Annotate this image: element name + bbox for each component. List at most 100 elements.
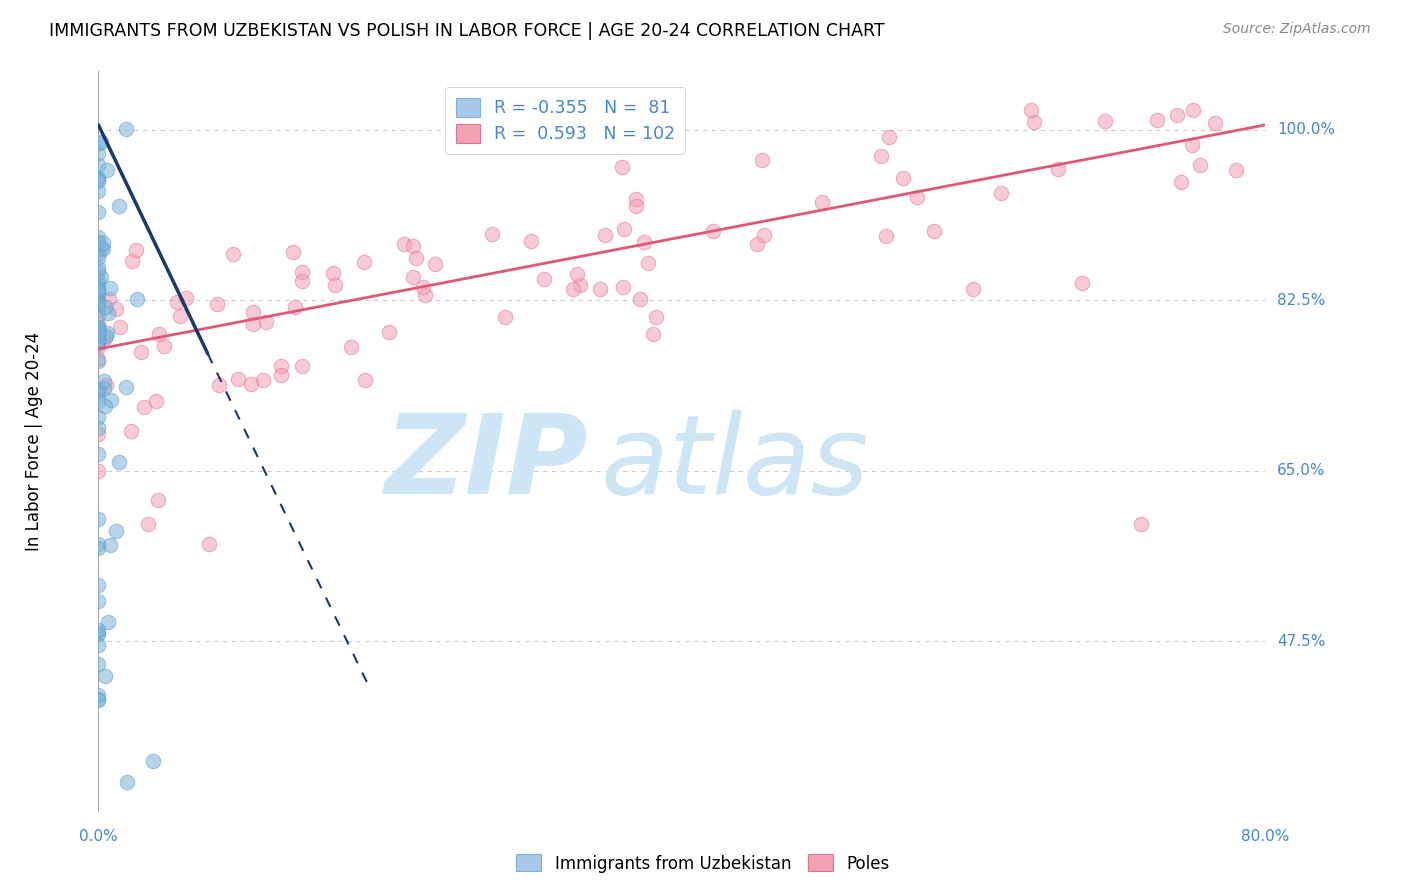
Point: [104, 524, 127, 538]
Point: [1188, 158, 1211, 172]
Point: [98, 281, 121, 295]
Point: [87, 541, 110, 555]
Point: [254, 315, 277, 329]
Point: [87, 261, 110, 276]
Point: [270, 359, 292, 373]
Point: [94, 300, 117, 314]
Point: [96, 326, 118, 340]
Point: [87, 309, 110, 323]
Point: [87, 319, 110, 334]
Point: [270, 368, 292, 382]
Point: [87, 336, 110, 351]
Point: [108, 455, 131, 469]
Point: [87, 340, 110, 354]
Point: [166, 295, 188, 310]
Point: [87, 354, 110, 368]
Point: [533, 272, 555, 286]
Point: [87, 333, 110, 347]
Point: [402, 239, 425, 253]
Point: [905, 190, 928, 204]
Point: [145, 394, 167, 409]
Point: [87, 317, 110, 331]
Point: [291, 359, 314, 373]
Point: [869, 149, 891, 163]
Point: [1225, 163, 1247, 178]
Text: 0.0%: 0.0%: [79, 830, 118, 844]
Point: [87, 410, 110, 425]
Point: [242, 317, 264, 331]
Point: [1094, 114, 1116, 128]
Point: [115, 380, 138, 394]
Point: [87, 627, 110, 641]
Point: [87, 280, 110, 294]
Point: [239, 376, 262, 391]
Point: [565, 267, 588, 281]
Point: [138, 517, 160, 532]
Text: 80.0%: 80.0%: [1241, 830, 1289, 844]
Point: [87, 623, 110, 637]
Point: [481, 227, 503, 242]
Point: [377, 325, 399, 339]
Point: [125, 243, 148, 257]
Text: 47.5%: 47.5%: [1277, 633, 1326, 648]
Point: [922, 225, 945, 239]
Point: [87, 657, 110, 672]
Text: ZIP: ZIP: [385, 410, 589, 517]
Point: [96, 328, 118, 343]
Text: 100.0%: 100.0%: [1277, 122, 1336, 137]
Point: [87, 691, 110, 706]
Point: [87, 327, 110, 342]
Point: [87, 295, 110, 310]
Point: [284, 301, 307, 315]
Point: [97, 305, 120, 319]
Point: [94, 399, 117, 413]
Point: [90, 270, 112, 285]
Point: [100, 392, 122, 407]
Point: [87, 321, 110, 335]
Point: [91, 242, 114, 256]
Point: [1182, 103, 1205, 118]
Point: [125, 292, 148, 306]
Point: [1146, 112, 1168, 127]
Point: [87, 464, 110, 478]
Point: [87, 235, 110, 249]
Point: [94, 331, 117, 345]
Point: [962, 282, 984, 296]
Point: [613, 222, 636, 236]
Point: [891, 170, 914, 185]
Point: [87, 265, 110, 279]
Point: [990, 186, 1012, 201]
Point: [87, 145, 110, 160]
Point: [87, 230, 110, 244]
Point: [87, 511, 110, 525]
Point: [93, 381, 115, 395]
Point: [87, 293, 110, 307]
Point: [624, 199, 647, 213]
Point: [628, 292, 651, 306]
Point: [811, 194, 834, 209]
Point: [222, 246, 245, 260]
Point: [702, 224, 724, 238]
Point: [589, 282, 612, 296]
Point: [87, 689, 110, 703]
Point: [100, 538, 122, 552]
Point: [87, 334, 110, 348]
Text: atlas: atlas: [600, 410, 869, 517]
Point: [87, 273, 110, 287]
Point: [174, 291, 197, 305]
Point: [87, 172, 110, 186]
Text: IMMIGRANTS FROM UZBEKISTAN VS POLISH IN LABOR FORCE | AGE 20-24 CORRELATION CHAR: IMMIGRANTS FROM UZBEKISTAN VS POLISH IN …: [49, 22, 884, 40]
Point: [291, 274, 314, 288]
Point: [134, 401, 156, 415]
Point: [87, 284, 110, 298]
Point: [405, 251, 427, 265]
Point: [610, 161, 633, 175]
Point: [148, 326, 170, 341]
Point: [93, 374, 115, 388]
Point: [114, 121, 136, 136]
Point: [121, 253, 143, 268]
Point: [87, 158, 110, 172]
Point: [87, 301, 110, 316]
Point: [322, 266, 344, 280]
Point: [751, 153, 773, 167]
